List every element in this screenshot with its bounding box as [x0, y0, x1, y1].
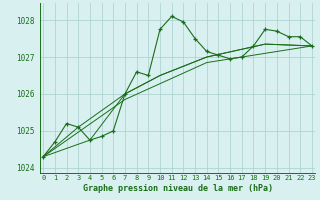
X-axis label: Graphe pression niveau de la mer (hPa): Graphe pression niveau de la mer (hPa)	[83, 184, 273, 193]
